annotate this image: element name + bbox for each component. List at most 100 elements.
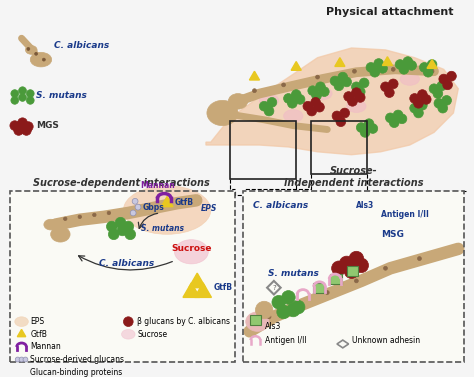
Circle shape: [332, 111, 342, 121]
Polygon shape: [195, 283, 211, 297]
Ellipse shape: [30, 52, 52, 67]
Circle shape: [381, 82, 390, 92]
Circle shape: [418, 90, 427, 100]
Circle shape: [123, 317, 133, 326]
Circle shape: [356, 87, 365, 97]
Bar: [313, 283, 324, 293]
Polygon shape: [206, 48, 458, 155]
Circle shape: [92, 213, 96, 217]
Circle shape: [283, 93, 293, 103]
Ellipse shape: [123, 186, 211, 234]
Circle shape: [123, 221, 134, 232]
Circle shape: [414, 108, 423, 118]
Text: Mannan: Mannan: [140, 181, 175, 190]
Circle shape: [78, 215, 82, 219]
Circle shape: [332, 261, 346, 276]
Text: Mannan: Mannan: [30, 342, 61, 351]
Ellipse shape: [207, 100, 238, 126]
Circle shape: [303, 101, 313, 111]
Circle shape: [421, 95, 431, 104]
Text: MSG: MSG: [381, 230, 403, 239]
Text: Sucrose: Sucrose: [137, 330, 167, 339]
Circle shape: [438, 103, 447, 113]
Ellipse shape: [400, 73, 419, 85]
Circle shape: [11, 90, 18, 98]
Ellipse shape: [15, 317, 28, 326]
Circle shape: [344, 92, 354, 101]
Polygon shape: [249, 71, 259, 80]
Text: Antigen I/II: Antigen I/II: [265, 336, 307, 345]
Circle shape: [339, 256, 354, 271]
Circle shape: [353, 69, 356, 73]
Text: GtfB: GtfB: [30, 330, 47, 339]
Text: C. albicans: C. albicans: [253, 201, 308, 210]
Polygon shape: [161, 196, 173, 207]
Circle shape: [286, 303, 300, 317]
Circle shape: [315, 102, 324, 112]
Circle shape: [354, 258, 368, 273]
Polygon shape: [383, 57, 392, 66]
Ellipse shape: [174, 240, 209, 264]
Circle shape: [307, 106, 317, 116]
Text: S. mutans: S. mutans: [268, 269, 319, 277]
Ellipse shape: [121, 329, 135, 339]
Circle shape: [23, 357, 28, 362]
Circle shape: [296, 302, 300, 306]
Polygon shape: [189, 273, 206, 288]
Circle shape: [392, 67, 395, 71]
Circle shape: [336, 117, 346, 127]
Circle shape: [264, 106, 274, 116]
Circle shape: [27, 90, 34, 98]
Circle shape: [24, 122, 33, 132]
Text: GtfB: GtfB: [175, 198, 194, 207]
Bar: [10, 191, 235, 362]
Ellipse shape: [283, 110, 303, 122]
Circle shape: [130, 210, 136, 216]
Circle shape: [35, 52, 37, 55]
Ellipse shape: [259, 94, 279, 107]
Text: S. mutans: S. mutans: [36, 91, 87, 100]
Text: EPS: EPS: [30, 317, 45, 326]
Circle shape: [418, 257, 421, 261]
Circle shape: [344, 264, 359, 279]
Circle shape: [15, 357, 20, 362]
Text: Sucrose-
independent interactions: Sucrose- independent interactions: [284, 166, 423, 188]
Circle shape: [414, 98, 423, 108]
Circle shape: [395, 60, 405, 69]
Ellipse shape: [246, 312, 269, 331]
Circle shape: [447, 71, 456, 81]
Circle shape: [423, 67, 433, 77]
Circle shape: [443, 80, 453, 90]
Circle shape: [359, 78, 369, 88]
Text: β glucans by C. albicans: β glucans by C. albicans: [137, 317, 230, 326]
Circle shape: [255, 301, 273, 319]
Circle shape: [295, 95, 305, 104]
Circle shape: [272, 296, 285, 309]
Circle shape: [282, 83, 285, 87]
Text: Gbps: Gbps: [143, 202, 164, 211]
Text: Sucrose-dependent interactions: Sucrose-dependent interactions: [33, 178, 210, 188]
Ellipse shape: [26, 46, 37, 54]
Circle shape: [366, 63, 376, 72]
Text: C. albicans: C. albicans: [54, 41, 109, 49]
Text: Physical attachment: Physical attachment: [326, 7, 454, 17]
Circle shape: [316, 75, 319, 79]
Circle shape: [277, 305, 291, 319]
Circle shape: [403, 57, 413, 66]
Circle shape: [352, 88, 361, 98]
Circle shape: [364, 119, 374, 129]
Circle shape: [338, 72, 347, 82]
Circle shape: [132, 198, 138, 204]
Circle shape: [325, 291, 329, 294]
Circle shape: [316, 82, 325, 92]
Circle shape: [292, 300, 305, 314]
Polygon shape: [291, 61, 301, 70]
Circle shape: [267, 315, 271, 319]
Text: Glucan-binding proteins: Glucan-binding proteins: [30, 368, 123, 377]
Ellipse shape: [313, 87, 332, 100]
Circle shape: [135, 204, 141, 210]
Circle shape: [393, 110, 403, 120]
Text: Antigen I/II: Antigen I/II: [381, 210, 428, 219]
Circle shape: [397, 114, 407, 124]
Circle shape: [340, 108, 350, 118]
